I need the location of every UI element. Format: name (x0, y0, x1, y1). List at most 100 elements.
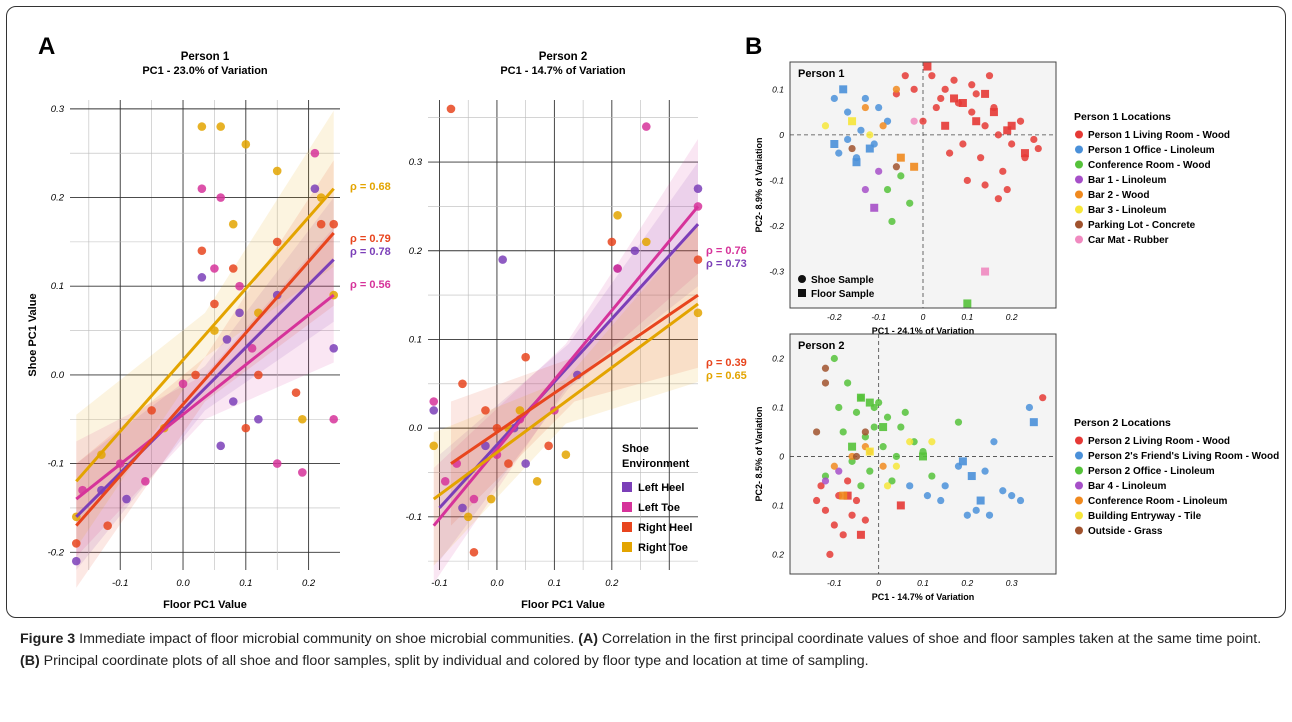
y-tick-label: -0.2 (769, 221, 784, 231)
shoe-sample-point (852, 496, 861, 505)
confidence-band (76, 160, 334, 588)
legend-swatch (1075, 175, 1083, 184)
chart-title: Person 2 (539, 51, 588, 63)
data-point (693, 308, 703, 318)
y-tick-label: -0.1 (769, 175, 784, 185)
legend-swatch (1075, 145, 1083, 154)
y-axis-label: PC2- 8.5% of Variation (754, 406, 764, 501)
shoe-sample-point (883, 482, 892, 490)
shoe-sample-point (999, 167, 1007, 175)
floor-sample-point (896, 153, 905, 162)
data-point (291, 388, 301, 397)
x-tick-label: 0.1 (917, 578, 929, 588)
y-tick-label: 0 (779, 130, 784, 140)
shoe-sample-point (999, 487, 1007, 495)
marker-legend-square (798, 289, 806, 297)
shoe-sample-point (821, 379, 830, 387)
floor-sample-point (848, 117, 857, 126)
legend-title: Shoe (622, 443, 649, 455)
shoe-sample-point (972, 506, 980, 514)
data-point (191, 370, 200, 380)
shoe-sample-point (928, 438, 936, 446)
y-tick-label: 0.3 (51, 104, 65, 115)
data-point (329, 219, 339, 229)
floor-sample-point (896, 501, 905, 510)
caption-label: Figure 3 (20, 631, 76, 647)
x-tick-label: -0.1 (827, 578, 842, 588)
x-tick-label: -0.1 (871, 312, 886, 322)
data-point (235, 308, 244, 318)
floor-sample-point (976, 496, 985, 505)
floor-sample-point (852, 158, 861, 167)
shoe-sample-point (844, 477, 852, 485)
rho-label: ρ = 0.79 (350, 233, 391, 245)
shoe-sample-point (906, 482, 914, 490)
shoe-sample-point (910, 85, 918, 93)
shoe-sample-point (830, 462, 838, 470)
shoe-sample-point (946, 149, 954, 157)
shoe-sample-point (866, 131, 874, 139)
regression-line (432, 302, 699, 501)
legend-swatch (1075, 235, 1083, 244)
shoe-sample-point (861, 428, 869, 436)
data-point (272, 166, 282, 176)
shoe-sample-point (835, 149, 843, 157)
rho-label: ρ = 0.68 (350, 181, 391, 193)
legend-label: Outside - Grass (1088, 526, 1163, 537)
floor-sample-point (910, 162, 919, 171)
caption-b-tag: (B) (20, 653, 40, 669)
rho-label: ρ = 0.56 (350, 279, 391, 291)
legend-swatch (1075, 436, 1083, 445)
shoe-sample-point (857, 126, 865, 134)
data-point (481, 406, 490, 415)
data-point (429, 397, 439, 406)
data-point (254, 414, 263, 424)
shoe-sample-point (892, 85, 901, 93)
y-tick-label: 0.1 (409, 334, 422, 345)
x-tick-label: -0.2 (827, 312, 842, 322)
panel-a-person1-chart: Person 1 PC1 - 23.0% of Variation -0.1 0.0 0… (27, 51, 391, 611)
floor-sample-point (839, 85, 848, 94)
figure-caption: Figure 3 Immediate impact of floor micro… (20, 628, 1280, 672)
legend-swatch (1075, 190, 1083, 199)
shoe-sample-point (844, 379, 852, 387)
panel-letter-b: B (745, 33, 762, 60)
shoe-sample-point (1039, 394, 1047, 402)
floor-sample-point (941, 121, 950, 130)
data-point (272, 237, 282, 247)
regression-line (450, 293, 699, 465)
shoe-sample-point (985, 511, 994, 519)
x-axis-label: Floor PC1 Value (163, 599, 247, 611)
data-point (630, 246, 640, 256)
legend-title: Environment (622, 458, 690, 470)
figure-canvas: A B Person 1 PC1 - 23.0% of Variation -0.1… (27, 33, 1279, 611)
shoe-sample-point (835, 403, 843, 412)
floor-sample-point (1003, 126, 1012, 135)
data-point (222, 335, 232, 344)
data-point (532, 477, 542, 486)
floor-sample-point (865, 144, 874, 153)
caption-text: Immediate impact of floor microbial comm… (75, 631, 579, 647)
shoe-sample-point (994, 131, 1002, 139)
legend-swatch (1075, 220, 1083, 229)
legend-swatch (1075, 160, 1083, 169)
marker-legend-label: Floor Sample (811, 289, 875, 300)
data-point (440, 477, 450, 486)
shoe-sample-point (928, 472, 936, 480)
shoe-sample-point (963, 176, 971, 185)
floor-sample-point (989, 108, 998, 117)
data-point (197, 246, 207, 256)
shoe-sample-point (844, 135, 852, 144)
shoe-sample-point (861, 185, 869, 194)
x-tick-label: 0.2 (605, 578, 619, 589)
legend-swatch (1075, 481, 1083, 490)
chart-subtitle: PC1 - 23.0% of Variation (142, 65, 268, 77)
floor-sample-point (981, 89, 990, 98)
shoe-sample-point (950, 76, 958, 84)
x-tick-label: 0.1 (548, 578, 561, 589)
data-point (254, 370, 263, 380)
legend-label: Person 2 Office - Linoleum (1088, 466, 1215, 477)
floor-sample-point (972, 117, 981, 126)
legend-swatch (622, 482, 632, 492)
shoe-sample-point (990, 438, 998, 446)
